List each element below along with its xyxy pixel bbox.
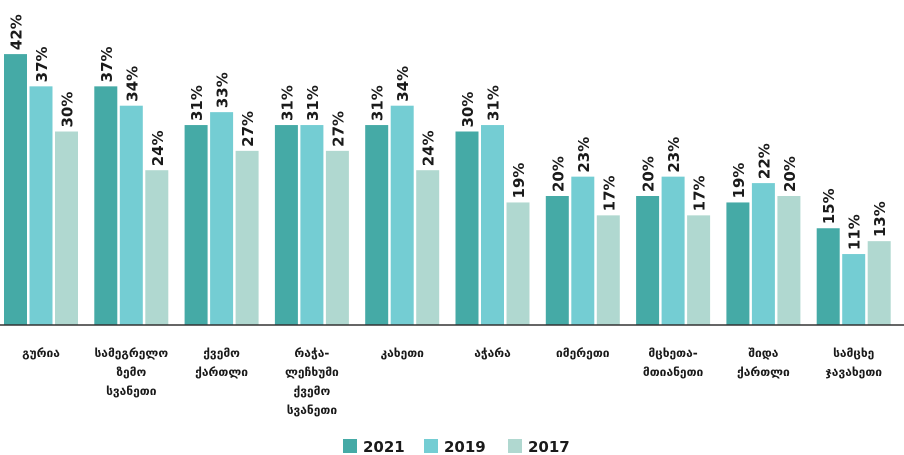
value-label: 19% <box>730 163 748 199</box>
value-label: 17% <box>691 175 709 211</box>
bar <box>29 86 53 325</box>
value-label: 20% <box>781 156 799 192</box>
bar <box>816 228 840 325</box>
value-label: 31% <box>304 85 322 121</box>
bar <box>365 125 389 325</box>
value-label: 27% <box>239 111 257 147</box>
value-label: 23% <box>575 137 593 173</box>
legend-swatch <box>343 439 357 453</box>
x-tick-label: შიდა ქართლი <box>737 346 790 379</box>
value-label: 13% <box>871 201 889 237</box>
bar <box>325 150 349 325</box>
bar <box>94 86 118 325</box>
legend-swatch <box>424 439 438 453</box>
x-tick-label: მცხეთა-მთიანეთი <box>643 346 704 379</box>
value-label: 11% <box>846 214 864 250</box>
value-label: 34% <box>394 66 412 102</box>
value-label: 24% <box>149 130 167 166</box>
bar <box>596 215 620 325</box>
value-label: 31% <box>485 85 503 121</box>
x-tick-label: იმერეთი <box>556 346 610 360</box>
value-label: 15% <box>820 188 838 224</box>
x-tick-label: ქვემო ქართლი <box>195 346 248 379</box>
value-label: 27% <box>329 111 347 147</box>
bar <box>210 112 234 326</box>
value-label: 37% <box>33 46 51 82</box>
x-tick-label: სამეგრელო ზემო სვანეთი <box>94 346 168 398</box>
value-label: 33% <box>214 72 232 108</box>
legend-label: 2019 <box>444 438 486 455</box>
bar <box>867 241 891 325</box>
bar <box>235 150 259 325</box>
value-label: 22% <box>755 143 773 179</box>
legend-label: 2021 <box>363 438 405 455</box>
bar <box>390 105 414 325</box>
bar <box>506 202 530 325</box>
bar <box>545 196 569 325</box>
bar <box>842 254 866 325</box>
bar <box>119 105 143 325</box>
value-label: 31% <box>369 85 387 121</box>
value-label: 17% <box>600 175 618 211</box>
value-label: 30% <box>59 92 77 128</box>
bar <box>777 196 801 325</box>
bar <box>661 176 685 325</box>
bar <box>274 125 298 325</box>
value-label: 30% <box>459 92 477 128</box>
legend-label: 2017 <box>528 438 570 455</box>
bar <box>481 125 504 325</box>
bar <box>416 170 440 325</box>
legend-swatch <box>508 439 522 453</box>
x-tick-label: სამცხე ჯავახეთი <box>825 346 882 379</box>
bar <box>300 125 324 325</box>
value-label: 31% <box>278 85 296 121</box>
bar <box>455 131 479 325</box>
bar <box>751 183 775 325</box>
x-tick-label: აჭარა <box>474 346 511 360</box>
value-label: 34% <box>123 66 141 102</box>
value-label: 19% <box>510 163 528 199</box>
x-tick-label: რაჭა-ლეჩხუმი ქვემო სვანეთი <box>285 346 339 417</box>
value-label: 42% <box>8 14 26 50</box>
x-tick-label: გურია <box>22 346 60 360</box>
bar <box>726 202 750 325</box>
x-tick-label: კახეთი <box>380 346 424 360</box>
bar <box>687 215 711 325</box>
bar <box>145 170 169 325</box>
bar <box>571 176 595 325</box>
value-label: 23% <box>665 137 683 173</box>
value-label: 24% <box>420 130 438 166</box>
bar <box>184 125 208 325</box>
bar <box>636 196 660 325</box>
value-label: 37% <box>98 46 116 82</box>
value-label: 31% <box>188 85 206 121</box>
bar <box>4 54 27 325</box>
value-label: 20% <box>640 156 658 192</box>
value-label: 20% <box>549 156 567 192</box>
bar <box>55 131 78 325</box>
